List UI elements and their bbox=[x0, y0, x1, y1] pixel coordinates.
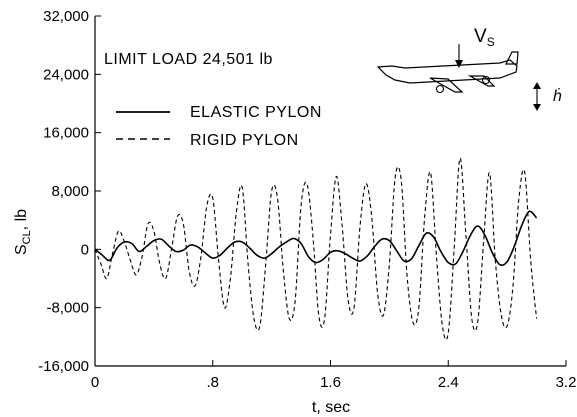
airplane-icon bbox=[376, 51, 519, 93]
y-axis-title-sub: CL bbox=[21, 230, 33, 244]
legend-label-elastic: ELASTIC PYLON bbox=[190, 104, 322, 121]
engine-pod-right-icon bbox=[481, 75, 491, 85]
y-tick-label: 24,000 bbox=[43, 66, 89, 83]
x-tick-label: 1.6 bbox=[320, 374, 341, 391]
x-axis-title: t, sec bbox=[312, 399, 350, 416]
airplane-inset: VS ḣ bbox=[376, 26, 562, 111]
motion-arrowhead-up-icon bbox=[533, 82, 541, 89]
motion-arrowhead-down-icon bbox=[533, 104, 541, 111]
series-rigid-pylon-line bbox=[94, 157, 538, 341]
x-tick-label: .8 bbox=[206, 374, 219, 391]
y-axis-title-unit: , lb bbox=[13, 209, 30, 230]
velocity-label-main: V bbox=[474, 26, 487, 47]
limit-load-annotation: LIMIT LOAD 24,501 lb bbox=[104, 51, 273, 68]
motion-label: ḣ bbox=[553, 86, 562, 105]
x-tick-label: 3.2 bbox=[556, 374, 577, 391]
y-tick-label: -16,000 bbox=[38, 358, 89, 375]
engine-pod-left-icon bbox=[435, 84, 445, 94]
y-axis-title: SCL, lb bbox=[13, 209, 33, 255]
legend: ELASTIC PYLON RIGID PYLON bbox=[116, 104, 322, 149]
x-tick-label: 2.4 bbox=[438, 374, 459, 391]
velocity-arrowhead-icon bbox=[455, 60, 463, 68]
y-tick-label: 0 bbox=[81, 241, 89, 258]
x-tick-label: 0 bbox=[91, 374, 99, 391]
series-elastic-pylon-line bbox=[94, 210, 538, 267]
x-ticks: 0 .8 1.6 2.4 3.2 bbox=[91, 360, 577, 391]
y-axis-title-main: S bbox=[13, 244, 30, 255]
y-tick-label: 16,000 bbox=[43, 125, 89, 142]
y-ticks: -16,000 -8,000 0 8,000 16,000 24,000 32,000 bbox=[38, 8, 101, 375]
velocity-label-sub: S bbox=[487, 35, 495, 49]
y-tick-label: 32,000 bbox=[43, 8, 89, 25]
series-layer bbox=[94, 157, 538, 341]
y-tick-label: -8,000 bbox=[46, 300, 89, 317]
legend-label-rigid: RIGID PYLON bbox=[190, 132, 299, 149]
y-tick-label: 8,000 bbox=[51, 183, 89, 200]
velocity-label: VS bbox=[474, 26, 495, 49]
